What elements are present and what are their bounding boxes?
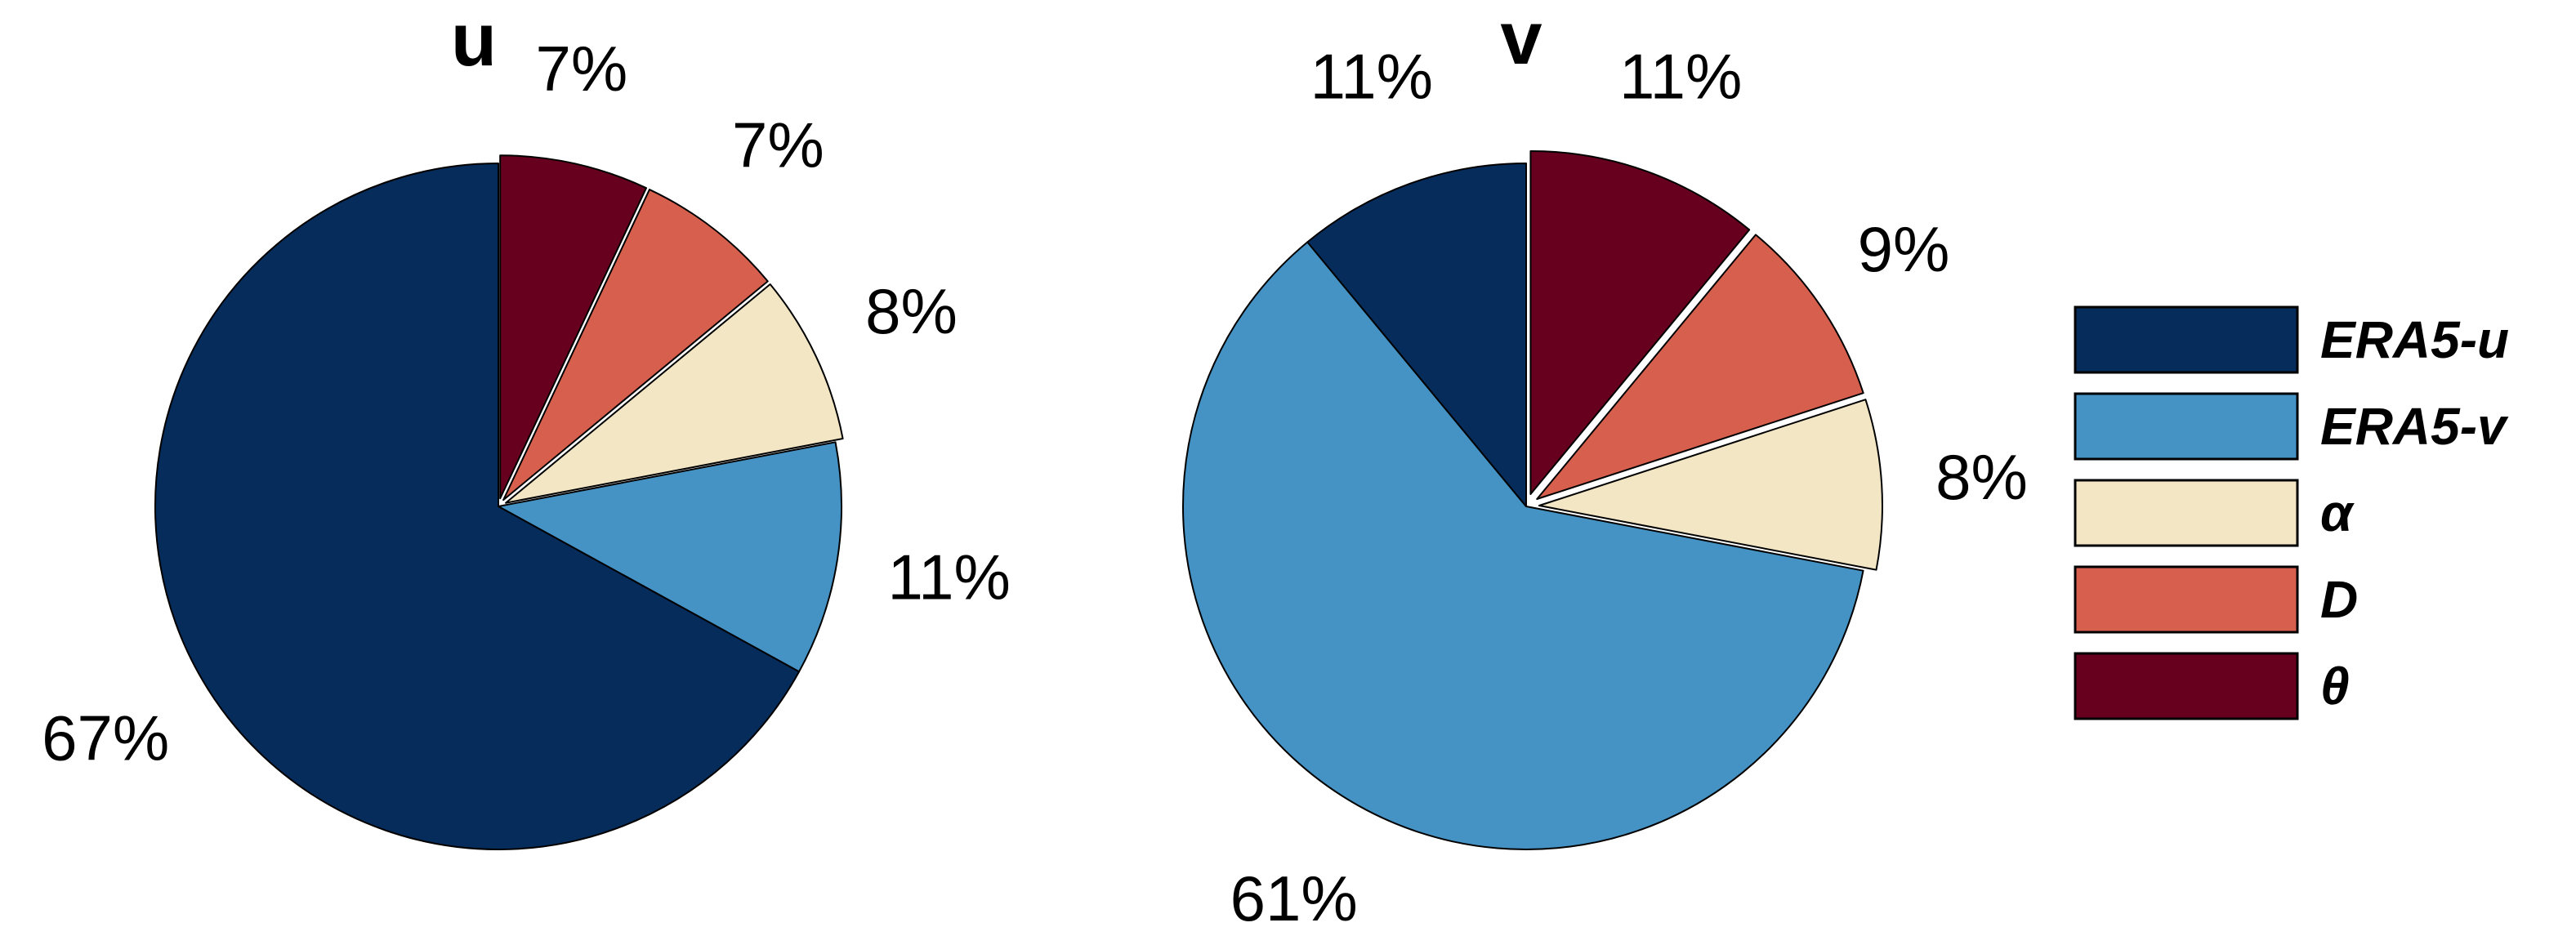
- legend-label-alpha: α: [2320, 484, 2355, 542]
- pie-title: v: [1500, 0, 1542, 80]
- slice-label-D: 7%: [732, 109, 824, 181]
- slice-label-era5_u: 67%: [42, 702, 169, 773]
- slice-label-D: 9%: [1858, 213, 1950, 285]
- slice-label-theta: 7%: [535, 33, 627, 105]
- legend-label-theta: θ: [2320, 657, 2350, 715]
- pie-slice-theta: [1529, 149, 1751, 495]
- legend: ERA5-u ERA5-v αDθ: [2074, 305, 2509, 720]
- legend-swatch-D: [2074, 565, 2299, 634]
- pie-slice-D: [502, 189, 769, 501]
- pie-slice-era5_u: [1306, 163, 1527, 507]
- pie-slice-era5_v: [498, 441, 842, 673]
- legend-label-D: D: [2320, 570, 2358, 629]
- slice-label-era5_v: 11%: [888, 541, 1011, 613]
- legend-swatch-era5_v: [2074, 392, 2299, 461]
- legend-label-era5_u: ERA5-u: [2320, 310, 2509, 369]
- slice-label-era5_v: 61%: [1230, 863, 1358, 934]
- pie-slice-era5_v: [1182, 241, 1864, 850]
- slice-label-alpha: 8%: [1935, 441, 2028, 513]
- pie-slice-era5_u: [154, 163, 801, 850]
- pie-title: u: [451, 0, 497, 82]
- legend-label-era5_v: ERA5-v: [2320, 397, 2509, 456]
- pie-slice-alpha: [505, 283, 844, 504]
- slice-label-alpha: 8%: [865, 275, 958, 347]
- pie-slice-D: [1536, 234, 1864, 501]
- legend-swatch-alpha: [2074, 479, 2299, 547]
- pie-slice-alpha: [1538, 399, 1883, 571]
- slice-label-theta: 11%: [1619, 40, 1742, 112]
- pie-slice-theta: [499, 154, 648, 500]
- legend-swatch-theta: [2074, 652, 2299, 720]
- legend-swatch-era5_u: [2074, 305, 2299, 374]
- slice-label-era5_u: 11%: [1310, 40, 1433, 112]
- pie-chart-u: u 7% 7% 8% 11% 67%: [42, 0, 1011, 850]
- pie-chart-v: v 11% 9% 8% 61% 11%: [1182, 0, 2028, 934]
